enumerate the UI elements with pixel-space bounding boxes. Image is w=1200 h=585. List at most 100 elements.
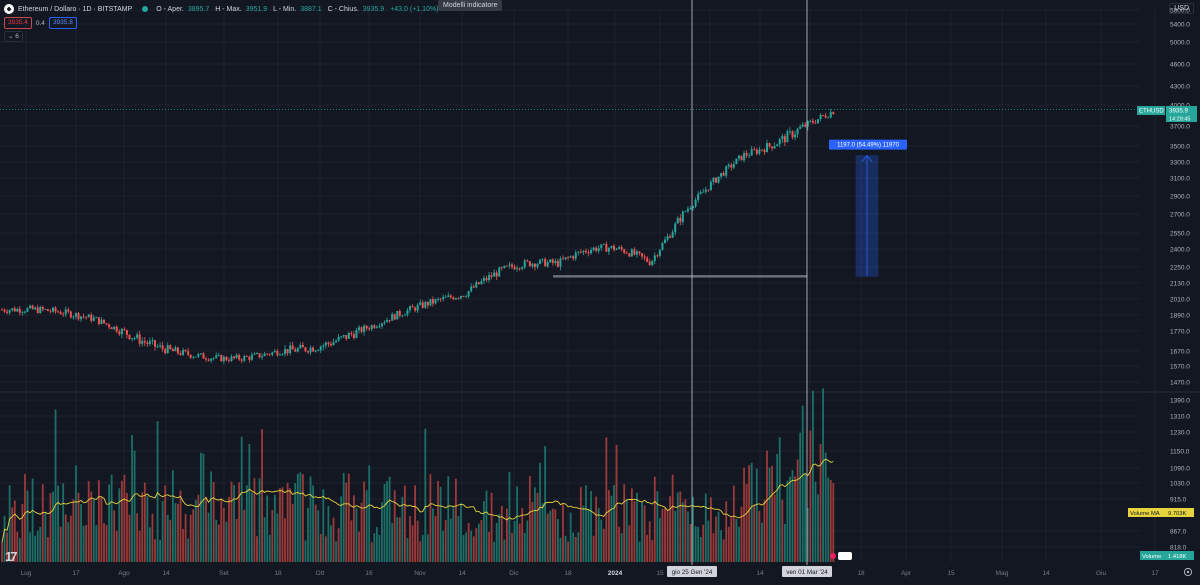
ethereum-icon[interactable]: [4, 4, 14, 14]
candle-body: [179, 353, 182, 355]
candle-body: [171, 349, 174, 352]
candle-body: [337, 336, 340, 341]
price-boxes: 3935.4 0.4 3935.8: [4, 17, 77, 29]
high-value: 3951.9: [245, 5, 268, 13]
settings-icon[interactable]: [1183, 567, 1193, 577]
time-tick-label: 17: [1151, 570, 1159, 577]
time-axis: Lug17Ago14Set18Ott16Nov14Dic18202415Feb1…: [0, 565, 1200, 580]
candle-body: [681, 211, 684, 222]
volume-bar: [296, 473, 299, 562]
time-tick-label: 15: [656, 570, 664, 577]
buy-button[interactable]: 3935.8: [48, 17, 77, 29]
volume-bar: [26, 490, 29, 562]
volume-bar: [567, 541, 569, 562]
currency-button[interactable]: USD: [1169, 3, 1194, 14]
volume-bar: [477, 523, 480, 562]
candle-body: [635, 251, 638, 255]
volume-bar: [391, 523, 394, 562]
volume-bar: [429, 474, 432, 562]
low-value: 3887.1: [300, 5, 322, 13]
volume-bar: [753, 504, 756, 562]
close-value: 3935.9: [362, 5, 385, 13]
volume-bar: [337, 528, 340, 562]
volume-bar: [373, 533, 376, 562]
candle-body: [182, 349, 185, 355]
symbol-title[interactable]: Ethereum / Dollaro · 1D · BITSTAMP: [18, 5, 133, 13]
price-tick-label: 2900.0: [1170, 194, 1190, 201]
volume-bar: [54, 409, 57, 562]
candle-body: [319, 346, 322, 351]
volume-bar: [796, 459, 799, 562]
candle-body: [398, 311, 401, 316]
volume-bar: [551, 508, 554, 562]
candle-body: [57, 311, 60, 313]
indicators-collapse-button[interactable]: ⌄ 6: [4, 31, 23, 42]
visibility-dot-icon[interactable]: [142, 6, 149, 12]
volume-bar: [462, 535, 465, 562]
candle-body: [72, 316, 75, 318]
volume-bar: [817, 494, 819, 562]
tradingview-logo-icon[interactable]: 17: [5, 549, 18, 564]
volume-bar: [233, 484, 235, 562]
candle-body: [737, 155, 740, 159]
volume-bar: [197, 494, 200, 562]
candle-body: [574, 252, 577, 259]
volume-bar: [730, 517, 733, 562]
candle-body: [824, 115, 827, 118]
price-tick-label: 2130.0: [1170, 281, 1190, 288]
time-tick-label: Nov: [414, 570, 426, 577]
volume-bar: [605, 437, 608, 562]
candle-body: [151, 340, 154, 342]
last-price-text: 3935.9: [1169, 107, 1188, 114]
candle-body: [115, 326, 118, 332]
volume-bar: [36, 530, 39, 562]
volume-bar: [738, 526, 740, 562]
price-tick-label: 5800.0: [1170, 8, 1190, 15]
volume-bar: [488, 531, 490, 562]
volume-bar: [791, 470, 794, 562]
candle-body: [253, 353, 256, 355]
candle-body: [623, 249, 626, 253]
volume-bar: [557, 519, 559, 562]
candle-body: [194, 356, 197, 358]
volume-bar: [592, 535, 595, 562]
volume-bar: [610, 495, 613, 562]
volume-bar: [398, 517, 401, 562]
volume-bar: [508, 472, 511, 562]
price-tick-label: 1390.0: [1170, 398, 1190, 405]
volume-bar: [447, 476, 450, 562]
sell-button[interactable]: 3935.4: [4, 17, 32, 29]
volume-bar: [360, 502, 363, 562]
time-tick-label: Lug: [21, 570, 32, 577]
candle-body: [317, 350, 320, 352]
volume-bar: [809, 430, 812, 562]
volume-bar: [409, 516, 411, 562]
volume-bar: [633, 501, 636, 562]
candles: [1, 108, 835, 365]
candle-body: [227, 360, 230, 362]
candle-body: [518, 268, 521, 270]
candle-body: [732, 164, 735, 168]
volume-bar: [1, 542, 3, 562]
candle-body: [692, 206, 695, 209]
volume-bar: [358, 531, 360, 562]
volume-bar: [697, 526, 700, 562]
candle-body: [760, 149, 763, 151]
candle-body: [465, 296, 468, 298]
volume-bar: [534, 487, 536, 562]
candle-body: [240, 359, 243, 361]
price-tick-label: 4300.0: [1170, 84, 1190, 91]
volume-bar: [95, 525, 98, 562]
time-tick-label: 17: [72, 570, 80, 577]
event-flag-icon: [830, 553, 836, 559]
candle-body: [23, 311, 26, 313]
candle-body: [424, 301, 427, 308]
low-label: L - Min.: [273, 5, 297, 13]
candle-body: [712, 177, 715, 182]
volume-bar: [284, 518, 286, 562]
candle-body: [472, 286, 475, 288]
candle-body: [827, 117, 830, 119]
candle-body: [128, 334, 131, 340]
